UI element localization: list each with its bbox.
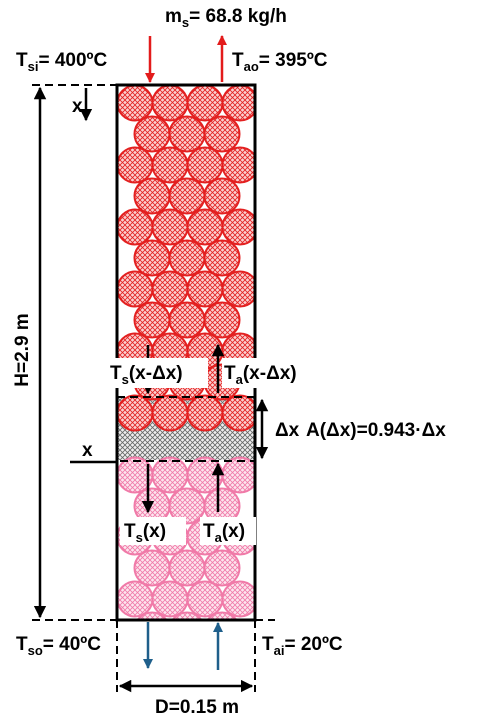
particle (186, 85, 224, 122)
particle (151, 394, 189, 432)
particle (168, 239, 206, 277)
particle (221, 146, 255, 184)
delta-x-label: Δx (275, 420, 300, 441)
particle (186, 146, 224, 184)
label-bg (120, 517, 186, 545)
solid-out-label: Tso= 40ºC (16, 634, 101, 658)
particle (151, 580, 189, 618)
particle (203, 549, 241, 587)
particle (133, 239, 171, 277)
solid-in-label: Tsi= 400ºC (16, 50, 107, 74)
particle (133, 301, 171, 339)
diameter-label: D=0.15 m (155, 697, 239, 718)
solid-upper-label: Ts(x-Δx) (110, 363, 183, 387)
particle (151, 146, 189, 184)
label-bg (200, 517, 256, 545)
particle (221, 270, 255, 308)
x-mid-label: x (82, 440, 93, 461)
particle (117, 208, 154, 246)
air-lower-label: Ta(x) (203, 521, 245, 545)
particle (203, 177, 241, 215)
particle (136, 611, 168, 620)
particle (186, 270, 224, 308)
height-label: H=2.9 m (12, 313, 33, 386)
mass-flow-label: ms= 68.8 kg/h (165, 6, 287, 30)
particle (203, 115, 241, 153)
particle (151, 208, 189, 246)
particle (206, 611, 238, 620)
particle (151, 270, 189, 308)
particle (186, 208, 224, 246)
particle (186, 394, 224, 432)
particle (117, 580, 154, 618)
area-label: A(Δx)=0.943·Δx (306, 420, 446, 441)
particle (171, 611, 203, 620)
particle (117, 146, 154, 184)
particle (168, 115, 206, 153)
air-in-label: Tai= 20ºC (262, 634, 343, 658)
particle (117, 270, 154, 308)
x-top-label: x (72, 96, 83, 117)
label-bg (108, 358, 208, 388)
particle (221, 208, 255, 246)
solid-lower-label: Ts(x) (124, 521, 166, 545)
particle (221, 85, 255, 122)
particle (203, 301, 241, 339)
particle (117, 394, 154, 432)
particle (133, 177, 171, 215)
column (115, 83, 257, 622)
particle (203, 239, 241, 277)
particle (221, 580, 255, 618)
label-bg (222, 358, 322, 388)
particle (186, 580, 224, 618)
particle (151, 456, 189, 494)
particle (221, 394, 255, 432)
particle (117, 85, 154, 122)
particle (168, 301, 206, 339)
particle (133, 115, 171, 153)
particle (151, 85, 189, 122)
air-upper-label: Ta(x-Δx) (224, 363, 297, 387)
particle (221, 456, 255, 494)
particle (168, 549, 206, 587)
air-out-label: Tao= 395ºC (232, 50, 328, 74)
particle (133, 549, 171, 587)
particle (168, 177, 206, 215)
